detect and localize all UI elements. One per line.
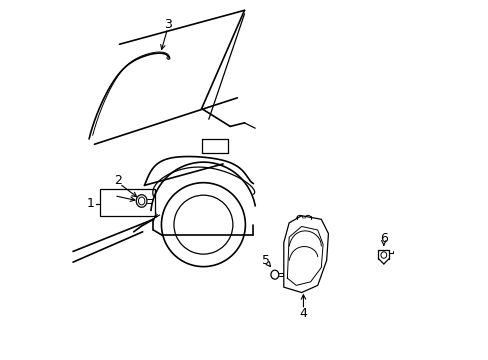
Text: 2: 2	[114, 174, 122, 186]
Bar	[100, 189, 155, 216]
Text: 3: 3	[163, 18, 171, 31]
Text: 6: 6	[379, 233, 387, 246]
Text: 1: 1	[87, 197, 95, 210]
Text: 5: 5	[262, 254, 269, 267]
Text: 4: 4	[299, 307, 307, 320]
